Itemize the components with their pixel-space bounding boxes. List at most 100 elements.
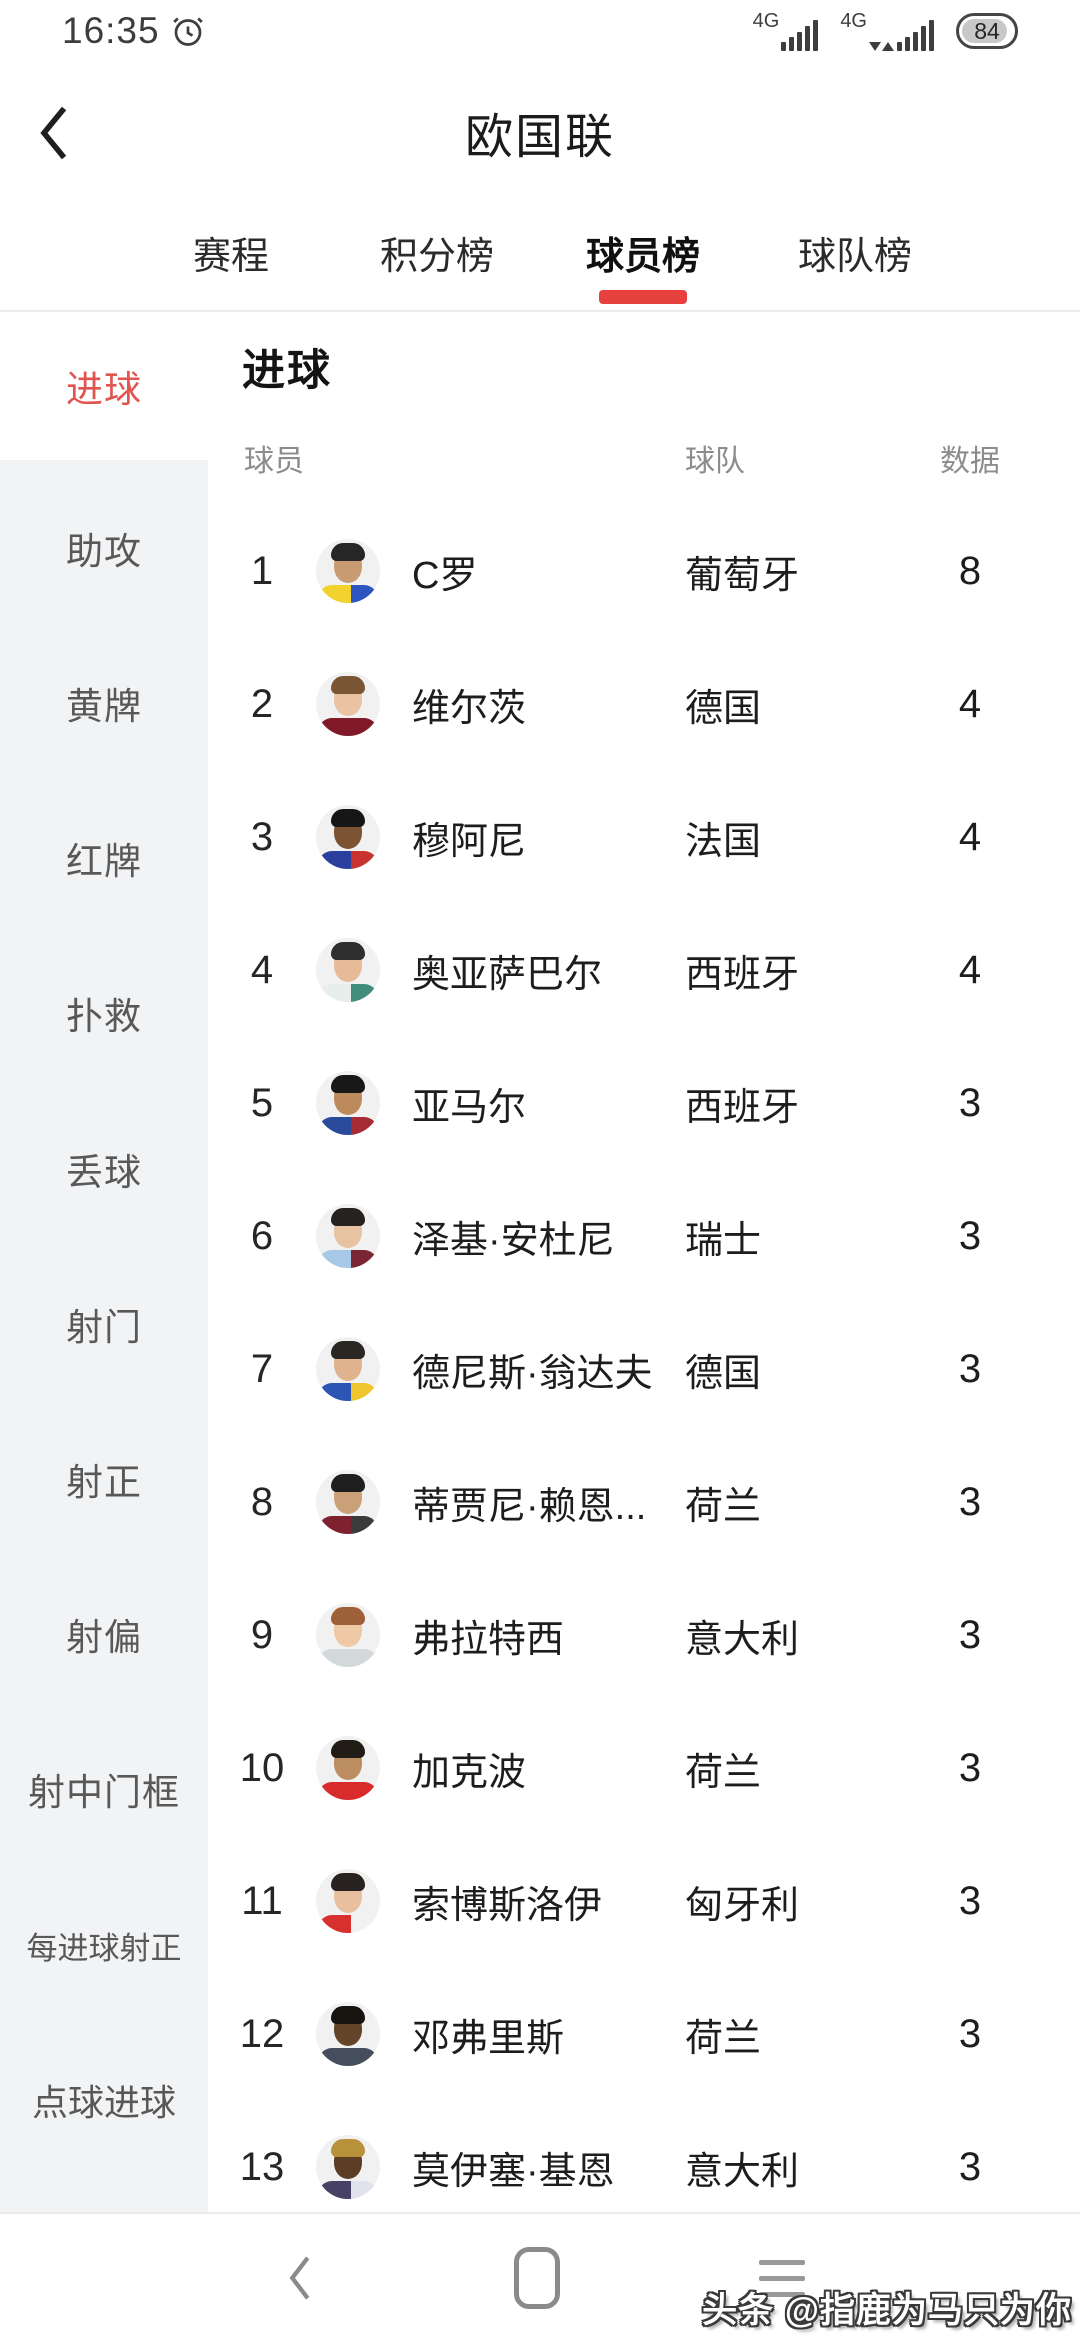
table-row[interactable]: 1 C罗 葡萄牙 8 xyxy=(208,505,1080,638)
nav-back-icon xyxy=(287,2253,313,2303)
player-team: 德国 xyxy=(685,1353,762,1395)
network-type-label: 4G xyxy=(840,10,867,32)
player-avatar xyxy=(316,1736,380,1800)
table-row[interactable]: 6 泽基·安杜尼 瑞士 3 xyxy=(208,1170,1080,1303)
player-name: 泽基·安杜尼 xyxy=(412,1220,615,1262)
table-row[interactable]: 12 邓弗里斯 荷兰 3 xyxy=(208,1968,1080,2101)
table-row[interactable]: 3 穆阿尼 法国 4 xyxy=(208,771,1080,904)
rank: 4 xyxy=(250,948,274,992)
sidebar-item-penalty-goals[interactable]: 点球进球 xyxy=(31,2082,176,2123)
column-player: 球员 xyxy=(244,445,304,478)
nav-home-icon xyxy=(514,2247,560,2309)
sidebar-item-shots-off-target[interactable]: 射偏 xyxy=(66,1617,142,1658)
stat-value: 3 xyxy=(958,1214,982,1258)
rank: 2 xyxy=(250,682,274,726)
stat-category-sidebar: 进球 助攻 黄牌 红牌 扑救 丢球 射门 射正 射偏 射中门框 每进球射正 点球… xyxy=(0,312,208,2212)
player-name: C罗 xyxy=(412,555,478,597)
player-name: 邓弗里斯 xyxy=(412,2018,565,2060)
tab-schedule[interactable]: 赛程 xyxy=(192,235,269,278)
player-name: 维尔茨 xyxy=(412,688,527,730)
player-team: 法国 xyxy=(685,821,762,863)
table-header: 球员 球队 数据 xyxy=(208,436,1080,480)
player-name: 弗拉特西 xyxy=(412,1619,565,1661)
ranking-panel: 进球 球员 球队 数据 1 C罗 葡萄牙 8 2 维尔茨 德国 4 3 穆阿尼 … xyxy=(208,312,1080,2212)
rank: 1 xyxy=(250,549,274,593)
table-row[interactable]: 8 蒂贾尼·赖恩... 荷兰 3 xyxy=(208,1436,1080,1569)
table-row[interactable]: 11 索博斯洛伊 匈牙利 3 xyxy=(208,1835,1080,1968)
stat-value: 8 xyxy=(958,549,982,593)
battery-percent: 84 xyxy=(974,17,1000,44)
sidebar-item-shots[interactable]: 射门 xyxy=(66,1307,142,1348)
nav-recents-button[interactable] xyxy=(742,2214,822,2342)
player-name: 奥亚萨巴尔 xyxy=(412,954,603,996)
player-team: 意大利 xyxy=(685,2151,800,2193)
sidebar-item-assists[interactable]: 助攻 xyxy=(66,531,142,572)
rank: 5 xyxy=(250,1081,274,1125)
player-team: 荷兰 xyxy=(685,1752,762,1794)
nav-back-button[interactable] xyxy=(260,2214,340,2342)
status-bar: 16:35 4G 4G 84 xyxy=(0,0,1080,62)
player-team: 西班牙 xyxy=(685,1087,800,1129)
player-name: 穆阿尼 xyxy=(412,821,527,863)
rank: 3 xyxy=(250,815,274,859)
table-row[interactable]: 10 加克波 荷兰 3 xyxy=(208,1702,1080,1835)
android-nav-bar xyxy=(0,2212,1080,2340)
clock-time: 16:35 xyxy=(62,10,160,51)
rank: 7 xyxy=(250,1347,274,1391)
sidebar-item-woodwork[interactable]: 射中门框 xyxy=(28,1772,180,1813)
stat-value: 3 xyxy=(958,1613,982,1657)
nav-recents-icon xyxy=(759,2249,805,2308)
rank: 9 xyxy=(250,1613,274,1657)
nav-home-button[interactable] xyxy=(497,2214,577,2342)
player-team: 葡萄牙 xyxy=(685,555,800,597)
player-name: 亚马尔 xyxy=(412,1087,527,1129)
table-row[interactable]: 4 奥亚萨巴尔 西班牙 4 xyxy=(208,904,1080,1037)
player-name: 德尼斯·翁达夫 xyxy=(412,1353,653,1395)
player-name: 加克波 xyxy=(412,1752,527,1794)
player-avatar xyxy=(316,539,380,603)
table-row[interactable]: 7 德尼斯·翁达夫 德国 3 xyxy=(208,1303,1080,1436)
player-avatar xyxy=(316,1603,380,1667)
column-data: 数据 xyxy=(940,445,1000,478)
player-team: 瑞士 xyxy=(685,1220,762,1262)
active-tab-underline xyxy=(599,290,687,304)
stat-value: 4 xyxy=(958,815,982,859)
list-heading: 进球 xyxy=(242,347,332,395)
table-row[interactable]: 2 维尔茨 德国 4 xyxy=(208,638,1080,771)
rank: 11 xyxy=(241,1879,283,1923)
battery-icon: 84 xyxy=(956,13,1018,49)
table-row[interactable]: 13 莫伊塞·基恩 意大利 3 xyxy=(208,2101,1080,2212)
sidebar-item-red-cards[interactable]: 红牌 xyxy=(66,841,142,882)
stat-value: 3 xyxy=(958,1081,982,1125)
player-avatar xyxy=(316,1071,380,1135)
stat-value: 3 xyxy=(958,1480,982,1524)
stat-value: 3 xyxy=(958,2145,982,2189)
player-name: 莫伊塞·基恩 xyxy=(412,2151,615,2193)
player-team: 意大利 xyxy=(685,1619,800,1661)
tab-teams[interactable]: 球队榜 xyxy=(797,235,912,278)
toutiao-watermark: 头条 @指鹿为马只为你 xyxy=(702,2291,1072,2330)
player-avatar xyxy=(316,2002,380,2066)
table-row[interactable]: 9 弗拉特西 意大利 3 xyxy=(208,1569,1080,1702)
table-row[interactable]: 5 亚马尔 西班牙 3 xyxy=(208,1037,1080,1170)
sidebar-item-shots-on-target[interactable]: 射正 xyxy=(66,1462,142,1503)
sidebar-item-goals[interactable]: 进球 xyxy=(0,312,208,460)
signal-data-icon: 4G xyxy=(840,11,934,51)
rank: 8 xyxy=(250,1480,274,1524)
player-team: 匈牙利 xyxy=(685,1885,800,1927)
tab-players[interactable]: 球员榜 xyxy=(585,235,700,278)
player-avatar xyxy=(316,805,380,869)
sidebar-item-sot-per-goal[interactable]: 每进球射正 xyxy=(26,1930,182,1966)
player-avatar xyxy=(316,1869,380,1933)
player-team: 荷兰 xyxy=(685,1486,762,1528)
stat-value: 3 xyxy=(958,1746,982,1790)
back-button[interactable] xyxy=(34,104,74,162)
page-title: 欧国联 xyxy=(464,111,615,164)
sidebar-item-saves[interactable]: 扑救 xyxy=(66,996,142,1037)
player-avatar xyxy=(316,938,380,1002)
sidebar-item-goals-conceded[interactable]: 丢球 xyxy=(66,1152,142,1193)
rank: 13 xyxy=(239,2145,285,2189)
rank: 6 xyxy=(250,1214,274,1258)
tab-standings[interactable]: 积分榜 xyxy=(379,235,494,278)
sidebar-item-yellow-cards[interactable]: 黄牌 xyxy=(66,686,142,727)
